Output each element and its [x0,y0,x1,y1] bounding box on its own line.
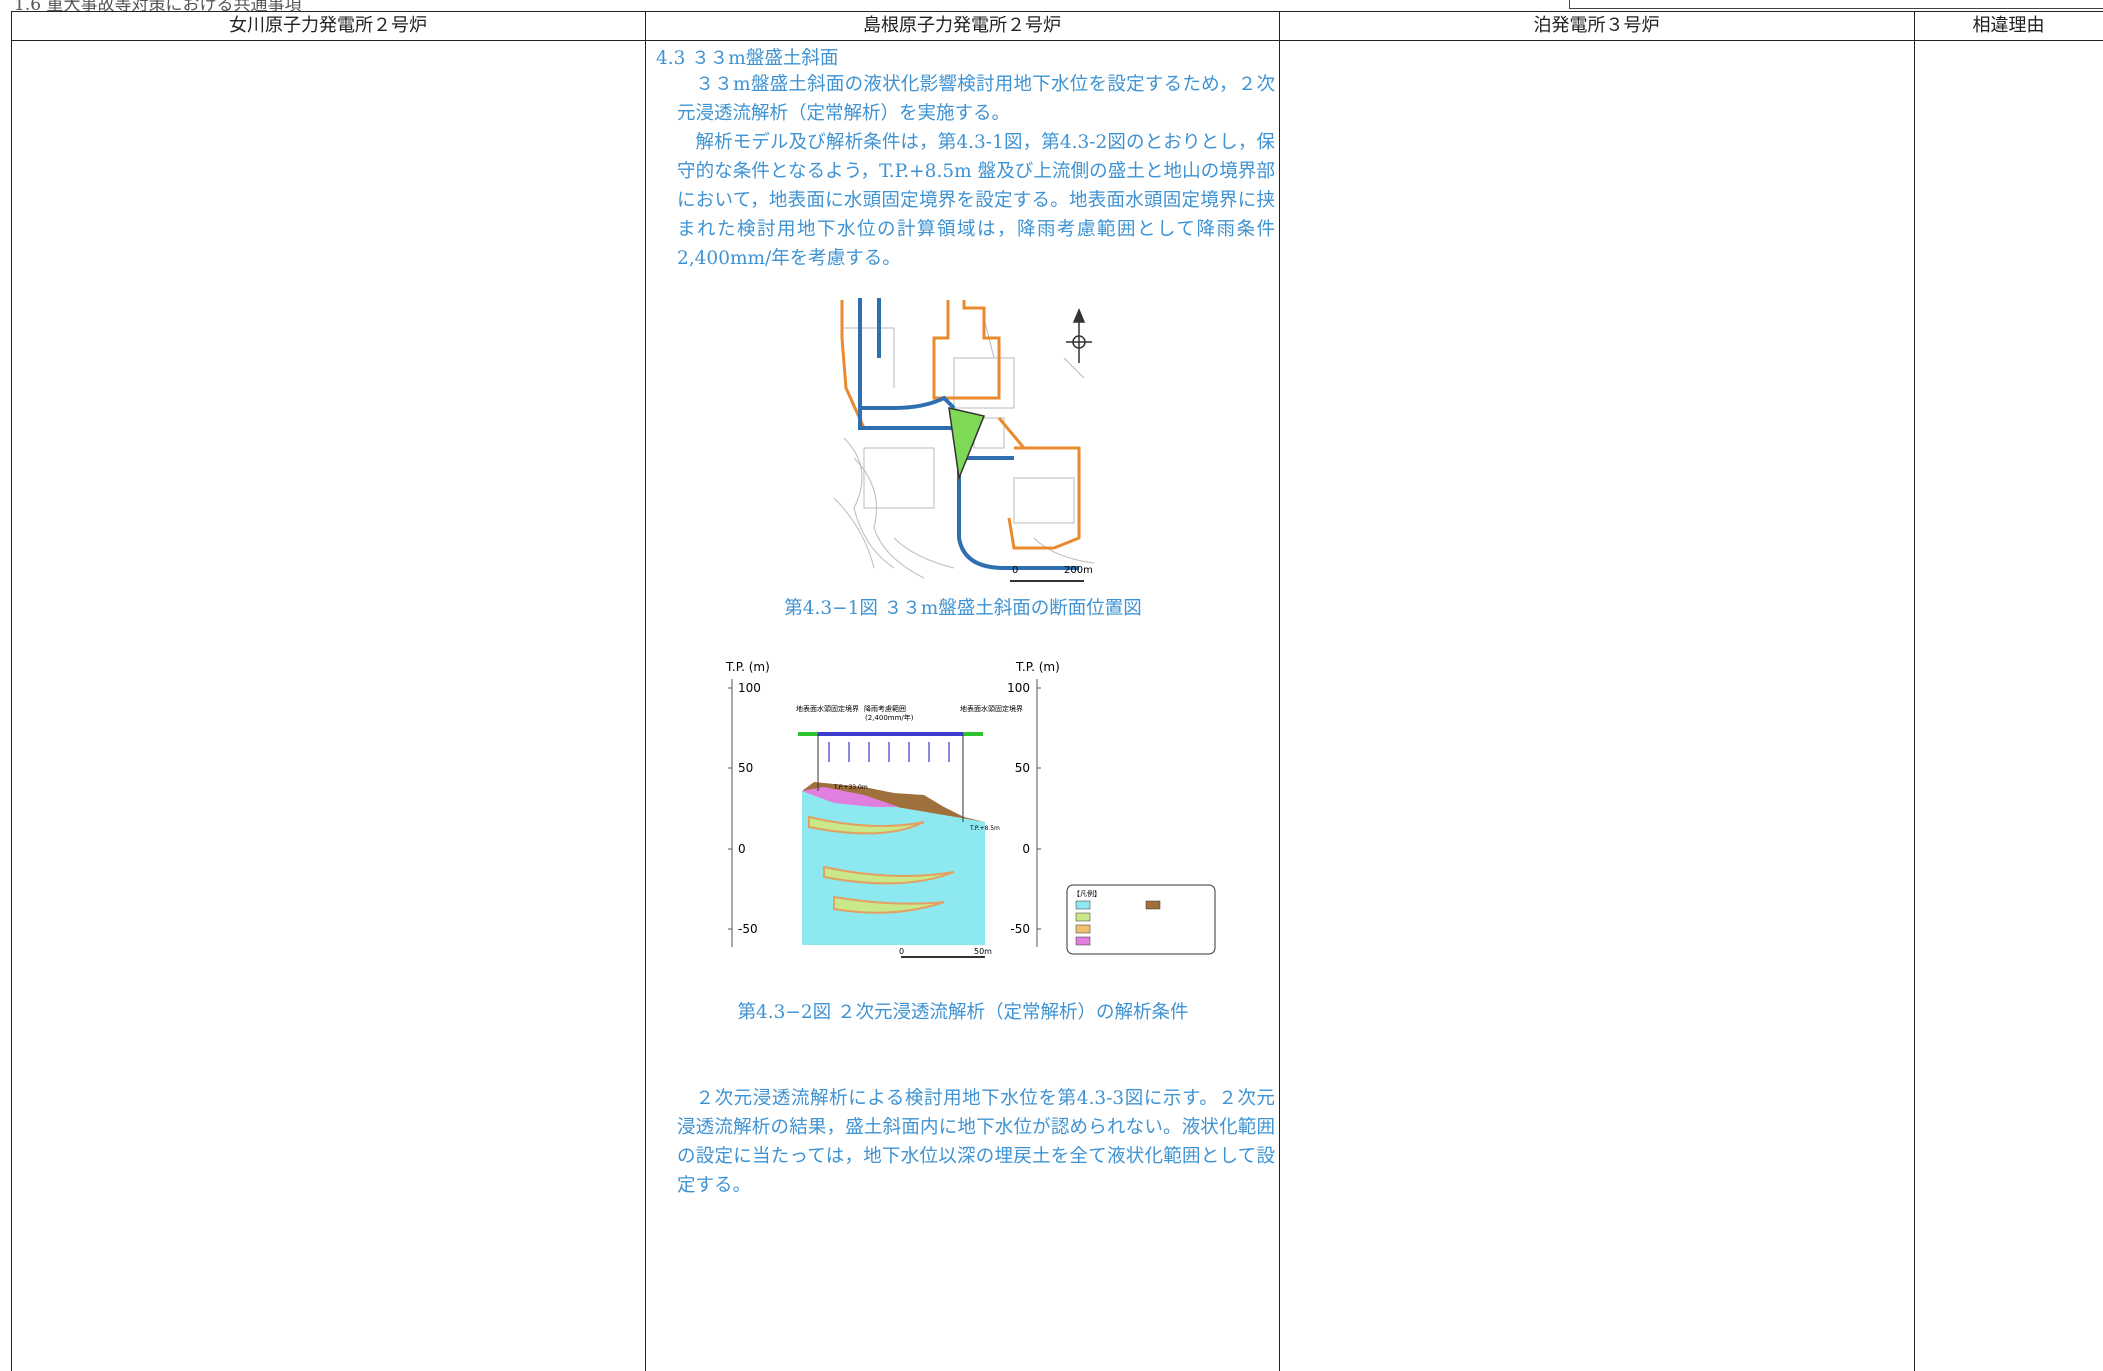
column-header: 島根原子力発電所２号炉 [863,15,1061,36]
map-terrain [834,317,1095,579]
tick-label: 100 [1007,681,1030,695]
axis-title: T.P. (m) [1015,660,1060,674]
north-arrow [1066,308,1092,363]
comparison-table [11,11,2103,1371]
legend-title: 【凡例】 [1073,889,1101,898]
column-header: 女川原子力発電所２号炉 [229,15,427,36]
tick-label: 100 [738,681,761,695]
scale-bar: 0 200m [1010,565,1093,582]
scale-label: 0 [899,947,904,956]
closing-text: ２次元浸透流解析による検討用地下水位を第4.3-3図に示す。２次元浸透流解析の結… [677,1084,1275,1200]
tick-group: 100 100 50 50 0 0 -50 -50 [728,681,1041,936]
figure-caption: 第4.3−1図 ３３m盤盛土斜面の断面位置図 [784,598,1142,619]
tick-label: -50 [738,922,758,936]
paragraph: ２次元浸透流解析による検討用地下水位を第4.3-3図に示す。２次元浸透流解析の結… [677,1088,1275,1196]
scale-label: 0 [1012,565,1018,576]
column-divider [1279,11,1280,1371]
legend-swatch [1075,912,1091,922]
column-header: 相違理由 [1972,15,2045,36]
column-divider [1914,11,1915,1371]
legend-swatch [1145,900,1161,910]
cross-section: T.P. (m) T.P. (m) 100 100 50 50 0 0 -50 -50 地表面… [725,660,1216,958]
layer-d [802,787,899,807]
boundary-blue [858,298,1079,570]
scale-label: 200m [1064,565,1093,576]
column-header: 泊発電所３号炉 [1533,15,1660,36]
legend-swatch [1075,924,1091,934]
layer-cm [808,815,955,914]
figure-label: 地表面水頭固定境界 [796,704,859,713]
legend-swatch [1075,900,1091,910]
figure-label: (2,400mm/年) [865,713,914,722]
figure-label: T.P.+8.5m [969,825,1000,832]
section-area [948,407,986,481]
scale-label: 50m [974,947,992,956]
header-divider [11,40,2103,41]
legend-box [1066,884,1216,955]
stamp-box [1569,0,2103,9]
rain-arrows [828,742,950,762]
column-divider [645,11,646,1371]
tick-label: -50 [1010,922,1030,936]
figure-caption: 第4.3−2図 ２次元浸透流解析（定常解析）の解析条件 [737,1002,1189,1023]
figure-label: 地表面水頭固定境界 [960,704,1023,713]
tick-label: 50 [1015,761,1030,775]
paragraph: 解析モデル及び解析条件は，第4.3-1図，第4.3-2図のとおりとし，保守的な条… [677,132,1275,269]
figure-label: T.P.+33.0m [833,784,868,791]
figure-label: 降雨考慮範囲 [864,704,906,713]
location-map: 0 200m [834,298,1102,584]
tick-label: 0 [1022,842,1030,856]
paragraph: ３３m盤盛土斜面の液状化影響検討用地下水位を設定するため，２次元浸透流解析（定常… [677,74,1275,124]
section-heading: 4.3 ３３m盤盛土斜面 [656,48,839,69]
boundary-orange [840,300,1081,550]
intro-text: ３３m盤盛土斜面の液状化影響検討用地下水位を設定するため，２次元浸透流解析（定常… [677,70,1275,273]
axis-title: T.P. (m) [725,660,770,674]
legend-swatch [1075,936,1091,946]
tick-label: 0 [738,842,746,856]
tick-label: 50 [738,761,753,775]
